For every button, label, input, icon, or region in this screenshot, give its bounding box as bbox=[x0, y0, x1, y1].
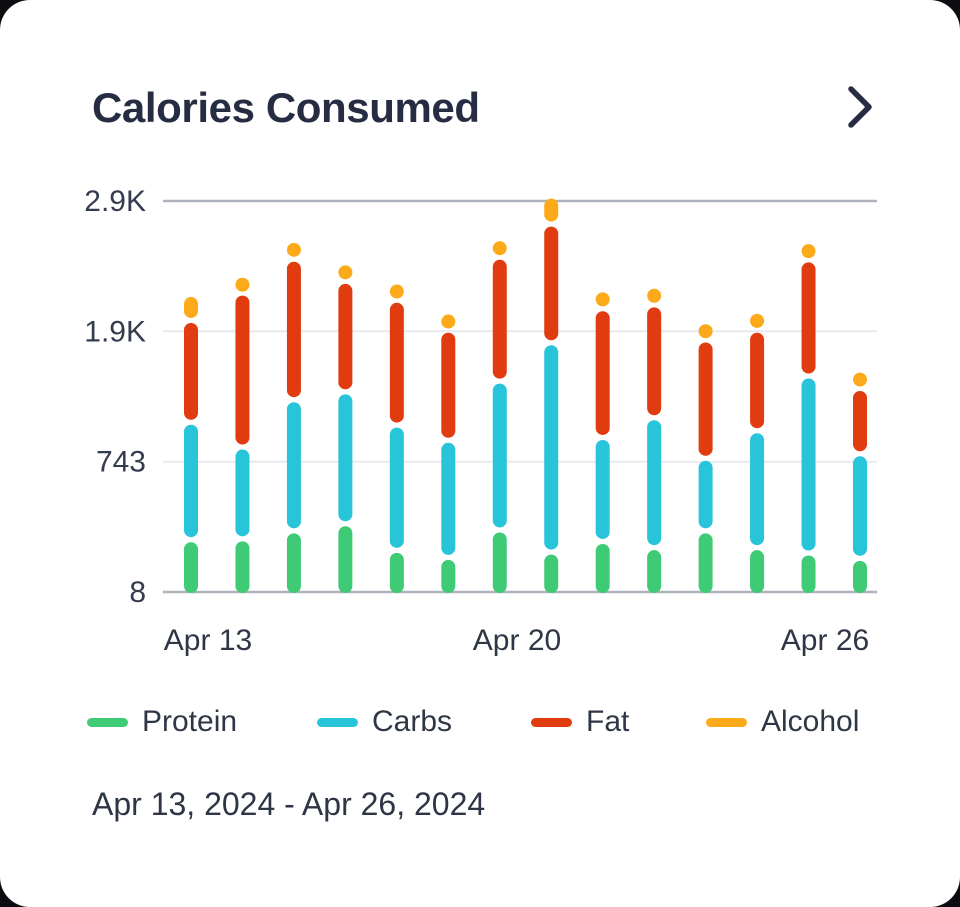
chevron-right-icon[interactable] bbox=[838, 82, 882, 132]
legend-item-alcohol: Alcohol bbox=[706, 700, 859, 744]
date-range-label: Apr 13, 2024 - Apr 26, 2024 bbox=[92, 786, 486, 822]
chart-canvas: 8 743 1.9K 2.9K Apr 13 Apr 20 Apr 26 bbox=[84, 185, 877, 657]
legend-swatch-carbs bbox=[317, 717, 358, 727]
x-tick-label: Apr 20 bbox=[473, 624, 561, 657]
y-tick-label: 2.9K bbox=[84, 185, 146, 218]
legend-item-protein: Protein bbox=[87, 700, 237, 744]
legend-swatch-protein bbox=[87, 717, 128, 727]
page-title: Calories Consumed bbox=[92, 84, 480, 131]
y-tick-label: 8 bbox=[129, 576, 146, 609]
calories-chart: 8 743 1.9K 2.9K Apr 13 Apr 20 Apr 26 bbox=[84, 185, 877, 657]
legend-item-fat: Fat bbox=[531, 700, 629, 744]
legend-swatch-alcohol bbox=[706, 717, 747, 727]
x-tick-label: Apr 26 bbox=[781, 624, 869, 657]
legend-label: Protein bbox=[142, 705, 238, 738]
x-tick-label: Apr 13 bbox=[164, 624, 252, 657]
legend-label: Carbs bbox=[372, 705, 453, 738]
legend-swatch-fat bbox=[531, 717, 572, 727]
chart-legend: Protein Carbs Fat Alcohol bbox=[0, 700, 960, 744]
legend-item-carbs: Carbs bbox=[317, 700, 452, 744]
y-tick-label: 743 bbox=[96, 446, 146, 479]
legend-label: Fat bbox=[586, 705, 630, 738]
y-tick-label: 1.9K bbox=[84, 315, 146, 348]
legend-label: Alcohol bbox=[761, 705, 860, 738]
